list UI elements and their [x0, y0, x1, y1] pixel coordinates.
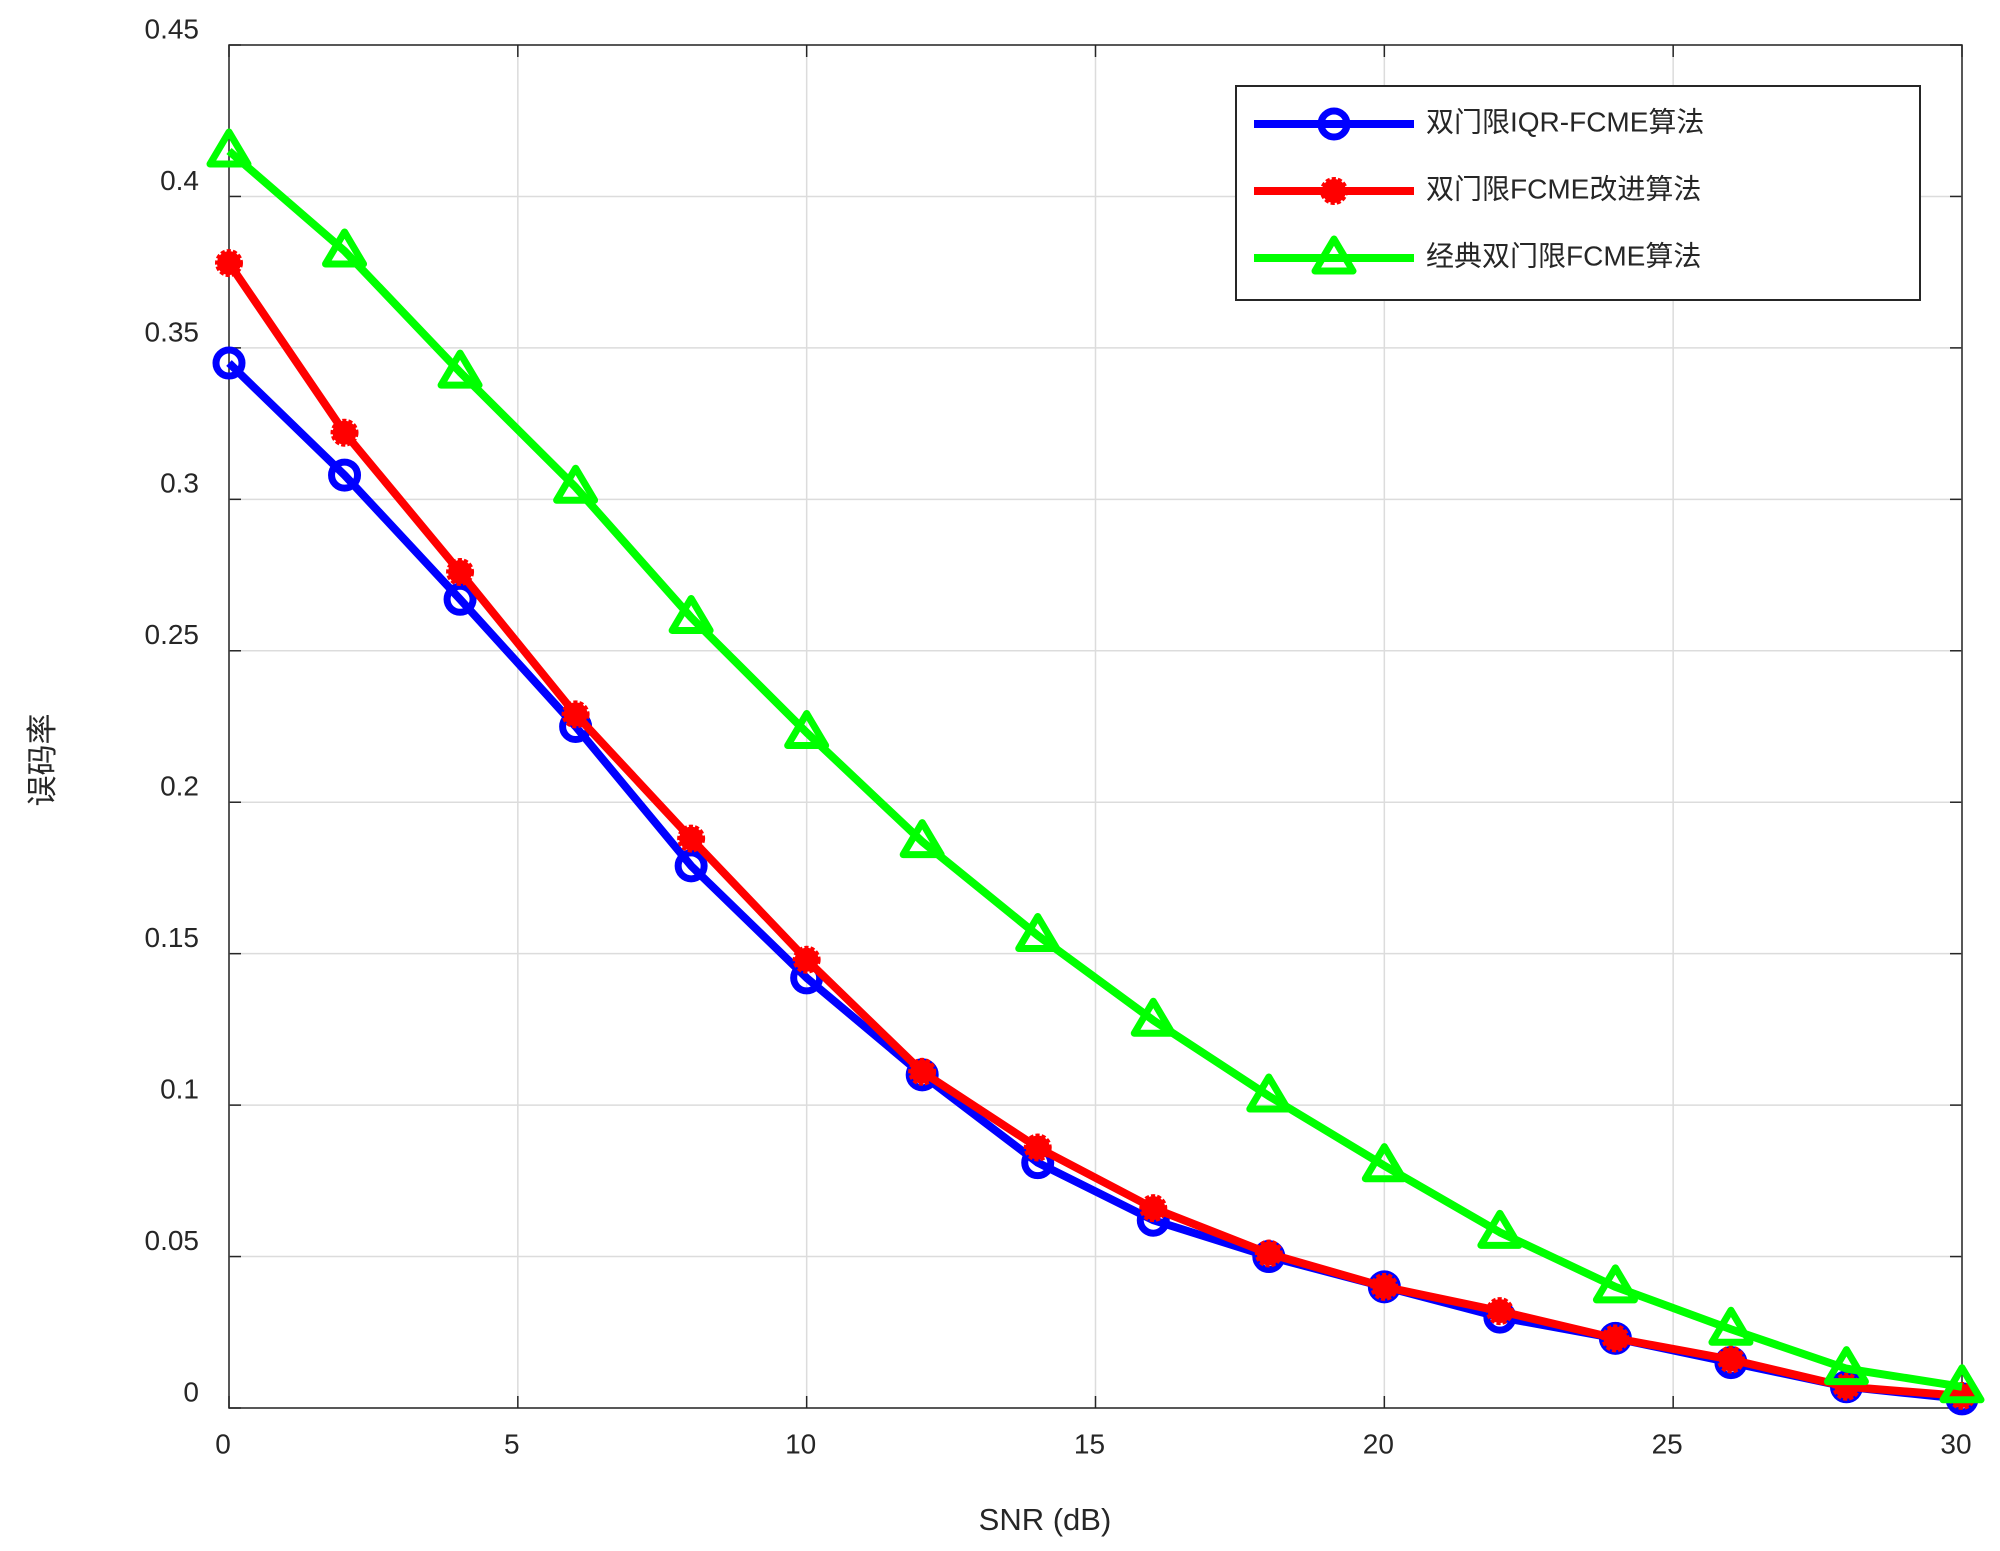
- marker: [206, 128, 252, 168]
- marker: [330, 418, 359, 447]
- marker: [1320, 177, 1348, 205]
- y-tick-label: 0.2: [160, 771, 199, 802]
- series-line: [226, 147, 1963, 1391]
- x-axis-label: SNR (dB): [979, 1502, 1112, 1537]
- marker: [1485, 1297, 1514, 1326]
- marker: [1361, 1143, 1407, 1183]
- marker: [328, 458, 362, 492]
- x-tick-label: 15: [1074, 1428, 1105, 1459]
- x-tick-label: 25: [1652, 1428, 1683, 1459]
- marker: [1601, 1324, 1630, 1353]
- marker: [1015, 912, 1061, 952]
- y-tick-label: 0.05: [145, 1225, 200, 1256]
- marker: [792, 945, 821, 974]
- marker: [668, 594, 714, 634]
- x-tick-label: 30: [1940, 1428, 1971, 1459]
- marker: [677, 824, 706, 853]
- marker: [1592, 1264, 1638, 1304]
- marker: [1130, 997, 1176, 1037]
- marker: [1311, 235, 1357, 275]
- y-tick-label: 0.35: [145, 316, 200, 347]
- marker: [1823, 1346, 1869, 1386]
- y-tick-label: 0.45: [145, 13, 200, 44]
- marker: [1370, 1272, 1399, 1301]
- marker: [908, 1057, 937, 1086]
- x-tick-label: 0: [215, 1428, 231, 1459]
- x-tick-label: 5: [504, 1428, 520, 1459]
- marker: [674, 849, 708, 883]
- marker: [561, 700, 590, 729]
- marker: [322, 228, 368, 268]
- axes-box: [228, 44, 1963, 1409]
- x-tick-label: 10: [785, 1428, 816, 1459]
- marker: [212, 346, 246, 380]
- y-axis-label: 误码率: [25, 714, 60, 807]
- marker: [1939, 1364, 1985, 1404]
- marker: [784, 710, 830, 750]
- x-tick-label: 20: [1363, 1428, 1394, 1459]
- legend-label: 双门限IQR-FCME算法: [1426, 106, 1704, 137]
- y-tick-label: 0.25: [145, 619, 200, 650]
- marker: [1023, 1133, 1052, 1162]
- marker: [899, 819, 945, 859]
- y-tick-label: 0.1: [160, 1074, 199, 1105]
- marker: [1254, 1239, 1283, 1268]
- legend-label: 经典双门限FCME算法: [1426, 240, 1701, 271]
- marker: [1317, 107, 1351, 141]
- marker: [437, 349, 483, 389]
- y-tick-label: 0.15: [145, 922, 200, 953]
- y-tick-label: 0.4: [160, 165, 199, 196]
- marker: [1708, 1306, 1754, 1346]
- marker: [1246, 1073, 1292, 1113]
- marker: [1139, 1194, 1168, 1223]
- y-tick-label: 0: [183, 1376, 199, 1407]
- series-line: [225, 260, 1963, 1400]
- legend-label: 双门限FCME改进算法: [1426, 173, 1701, 204]
- marker: [1477, 1209, 1523, 1249]
- marker: [443, 582, 477, 616]
- marker: [446, 558, 475, 587]
- y-tick-label: 0.3: [160, 468, 199, 499]
- marker: [215, 249, 243, 278]
- marker: [553, 464, 599, 504]
- marker: [1716, 1345, 1745, 1374]
